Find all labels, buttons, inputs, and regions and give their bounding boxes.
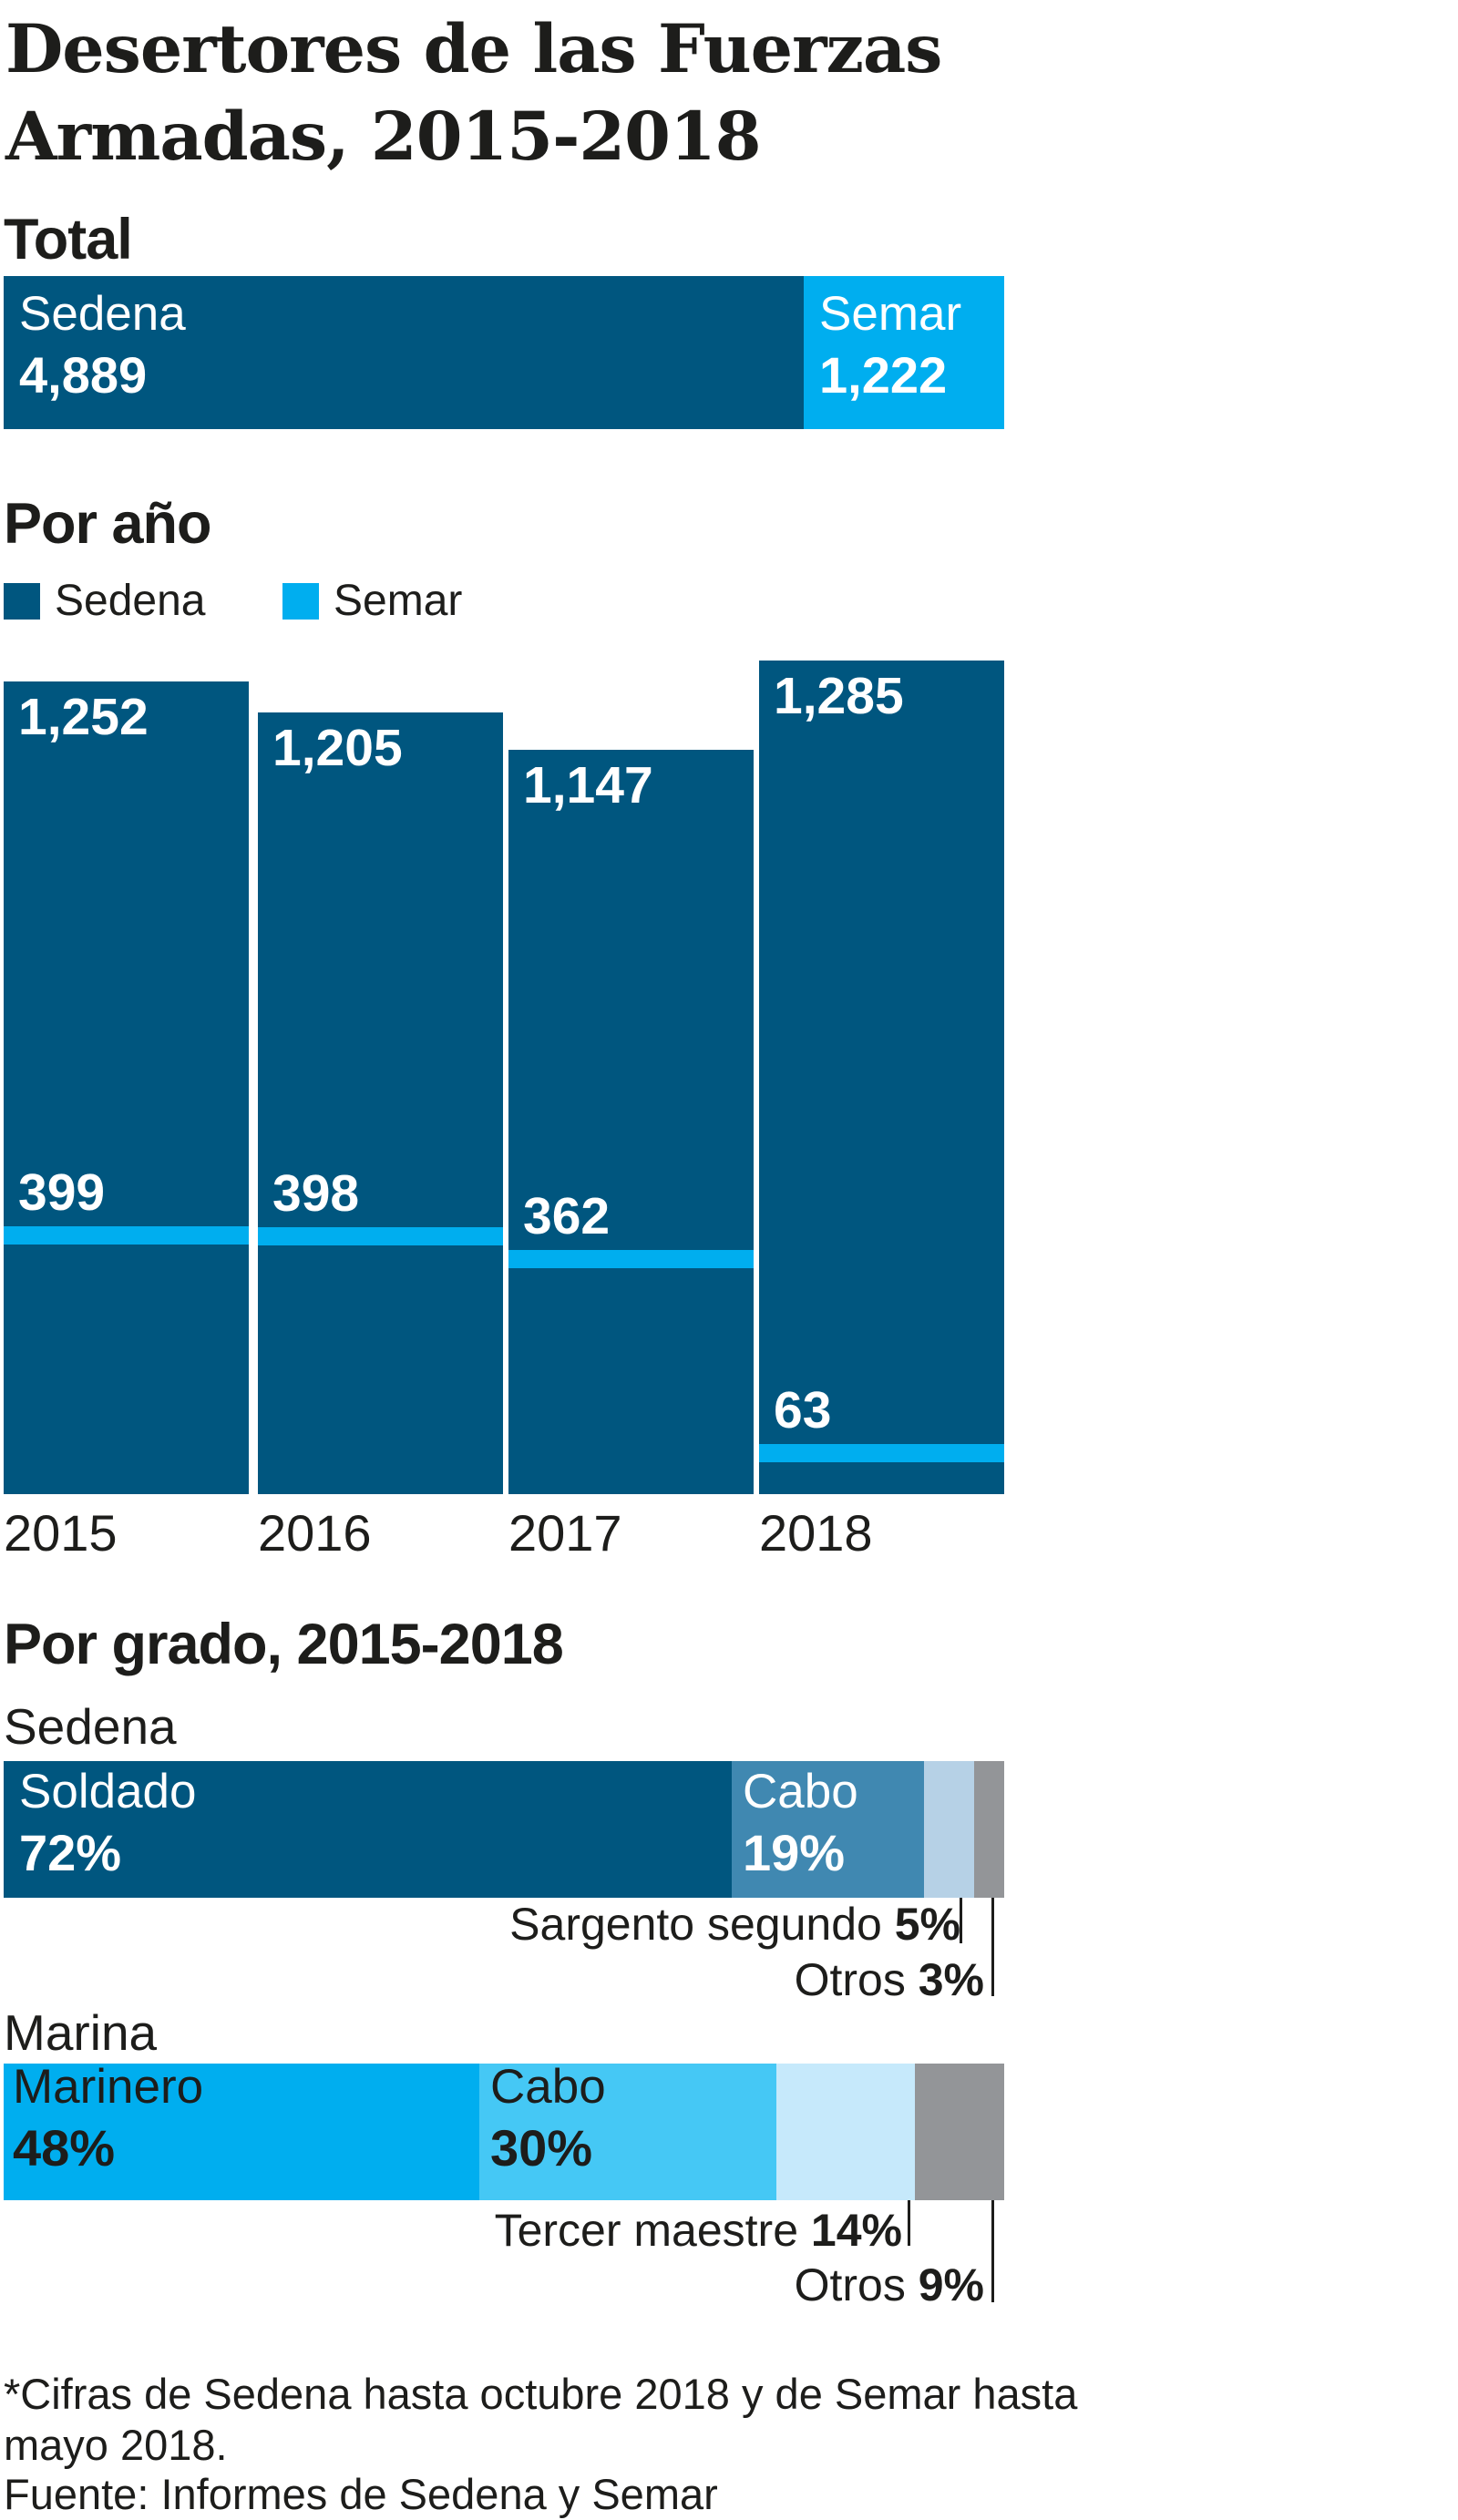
- total-semar-segment: Semar 1,222: [804, 276, 1004, 429]
- semar-marker-2017: [508, 1250, 754, 1268]
- marina-cabo-value: 30%: [490, 2119, 593, 2177]
- total-bar: Sedena 4,889 Semar 1,222: [4, 276, 1004, 429]
- marina-tercer-leader: [908, 2200, 910, 2246]
- sedena-cabo-value: 19%: [743, 1824, 846, 1881]
- sedena-sargento-note-label: Sargento segundo: [509, 1899, 882, 1950]
- marina-marinero-segment: Marinero 48%: [4, 2060, 479, 2200]
- sedena-sargento-note-value: 5%: [894, 1899, 960, 1950]
- marina-cabo-label: Cabo: [490, 2060, 606, 2114]
- legend-sedena-label: Sedena: [55, 577, 206, 625]
- marina-otros-note-label: Otros: [794, 2259, 906, 2310]
- por-anio-heading: Por año: [4, 492, 212, 556]
- marina-tercer-note-value: 14%: [810, 2205, 902, 2256]
- sedena-sargento-note: Sargento segundo 5%: [509, 1899, 960, 1950]
- marina-otros-leader: [991, 2200, 994, 2302]
- marina-otros-note: Otros 9%: [795, 2259, 984, 2310]
- marina-marinero-label: Marinero: [13, 2060, 204, 2114]
- year-label-2015: 2015: [4, 1504, 118, 1562]
- semar-marker-2016: [258, 1227, 503, 1245]
- marina-tercer-segment: [776, 2064, 915, 2200]
- sedena-value-2015: 1,252: [18, 688, 149, 746]
- total-sedena-value: 4,889: [19, 346, 148, 404]
- legend-sedena-swatch: [4, 583, 40, 620]
- sedena-soldado-segment: Soldado 72%: [4, 1761, 732, 1898]
- total-sedena-label: Sedena: [19, 287, 186, 341]
- sedena-sargento-leader: [960, 1898, 962, 1943]
- semar-value-2018: 63: [774, 1381, 832, 1439]
- marina-tercer-note-label: Tercer maestre: [494, 2205, 799, 2256]
- por-grado-heading: Por grado, 2015-2018: [4, 1613, 564, 1676]
- sedena-cabo-segment: Cabo 19%: [732, 1761, 924, 1898]
- marina-grado-label: Marina: [4, 2004, 158, 2061]
- total-semar-label: Semar: [819, 287, 962, 341]
- sedena-value-2017: 1,147: [523, 756, 653, 814]
- semar-value-2017: 362: [523, 1187, 611, 1245]
- marina-marinero-value: 48%: [13, 2119, 116, 2177]
- sedena-otros-note-label: Otros: [794, 1954, 906, 2005]
- chart-title: Desertores de las Fuerzas Armadas, 2015-…: [5, 10, 942, 176]
- year-label-2017: 2017: [508, 1504, 622, 1562]
- marina-tercer-note: Tercer maestre 14%: [495, 2205, 902, 2256]
- total-sedena-segment: Sedena 4,889: [4, 276, 804, 429]
- sedena-value-2018: 1,285: [774, 667, 904, 725]
- sedena-cabo-label: Cabo: [743, 1765, 858, 1818]
- sedena-value-2016: 1,205: [272, 719, 403, 777]
- total-semar-value: 1,222: [819, 346, 948, 404]
- marina-cabo-segment: Cabo 30%: [479, 2060, 776, 2200]
- marina-otros-segment: [915, 2064, 1004, 2200]
- sedena-bar-2015: [4, 681, 249, 1494]
- semar-value-2016: 398: [272, 1164, 360, 1223]
- sedena-bar-2016: [258, 712, 503, 1494]
- sedena-otros-leader: [991, 1898, 994, 1996]
- legend-semar-label: Semar: [334, 577, 463, 625]
- sedena-grado-bar: Soldado 72% Cabo 19%: [4, 1761, 1004, 1898]
- sedena-otros-note-value: 3%: [918, 1954, 984, 2005]
- sedena-bar-2018: [759, 661, 1004, 1494]
- sedena-soldado-value: 72%: [19, 1824, 122, 1881]
- year-label-2018: 2018: [759, 1504, 873, 1562]
- sedena-bar-2017: [508, 750, 754, 1494]
- semar-value-2015: 399: [18, 1163, 106, 1222]
- footer-note: *Cifras de Sedena hasta octubre 2018 y d…: [4, 2370, 1078, 2469]
- footer-source: Fuente: Informes de Sedena y Semar: [4, 2470, 718, 2518]
- total-heading: Total: [4, 208, 133, 271]
- legend-semar-swatch: [282, 583, 319, 620]
- marina-otros-note-value: 9%: [918, 2259, 984, 2310]
- semar-marker-2015: [4, 1226, 249, 1245]
- semar-marker-2018: [759, 1444, 1004, 1462]
- sedena-sargento-segment: [924, 1761, 974, 1898]
- year-bar-chart: 1,252 399 2015 1,205 398 2016 1,147 362 2017 1,28…: [4, 661, 1004, 1562]
- sedena-otros-segment: [974, 1761, 1004, 1898]
- sedena-otros-note: Otros 3%: [795, 1954, 984, 2005]
- sedena-soldado-label: Soldado: [19, 1765, 197, 1818]
- marina-grado-bar: Marinero 48% Cabo 30%: [4, 2060, 1004, 2200]
- year-label-2016: 2016: [258, 1504, 372, 1562]
- sedena-grado-label: Sedena: [4, 1698, 177, 1755]
